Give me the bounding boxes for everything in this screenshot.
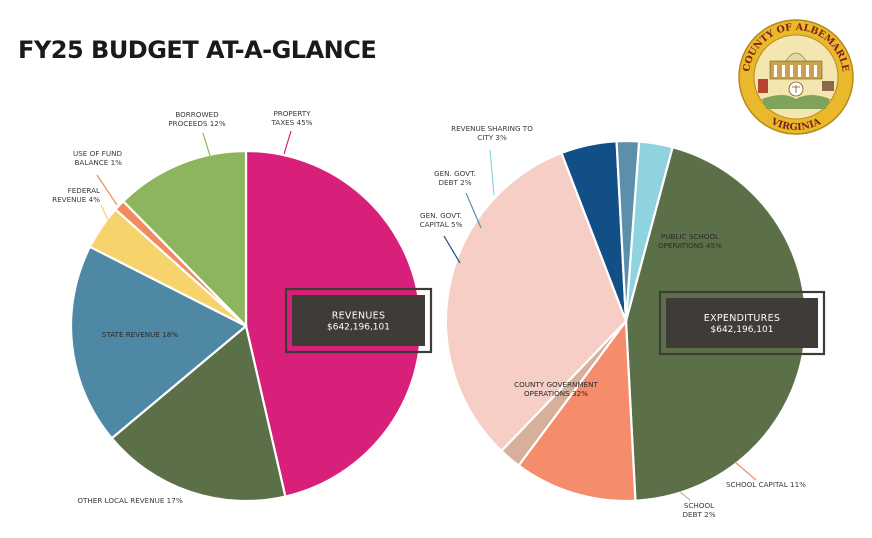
leader-line-federal-revenue-4 [100,204,110,223]
slice-label-federal-revenue-4: FEDERAL REVENUE 4% [52,186,100,204]
slice-label-revenue-sharing-to-city-3: REVENUE SHARING TO CITY 3% [451,124,533,142]
expenditures-pie-chart: PUBLIC SCHOOL OPERATIONS 45% SCHOOL CAPITA… [420,124,826,519]
slice-label-school-debt-2: SCHOOL DEBT 2% [682,501,715,519]
pie-slice-borrowed-proceeds-12 [121,149,248,329]
center-label-box [666,298,818,348]
center-label-frame [658,290,826,356]
center-label-frame [284,287,433,354]
pie-slice-revenue-sharing-to-city-3 [624,140,674,322]
leader-line-school-capital-11 [734,461,757,481]
slice-label-other-local-revenue-17: OTHER LOCAL REVENUE 17% [77,496,183,505]
slice-label-county-government-operations-32: COUNTY GOVERNMENT OPERATIONS 32% [514,380,598,398]
leader-line-property-taxes-45 [283,130,292,155]
center-label-value: $642,196,101 [711,325,774,335]
seal-building-icon [769,52,823,80]
seal-horse [822,81,834,91]
slice-label-borrowed-proceeds-12: BORROWED PROCEEDS 12% [168,110,226,128]
page-title: FY25 BUDGET AT-A-GLANCE [18,36,377,64]
leader-line-school-debt-2 [679,491,691,501]
seal-text-bottom: VIRGINIA [768,116,823,133]
center-label-value: $642,196,101 [327,323,390,333]
slice-label-gen-govt-capital-5: GEN. GOVT. CAPITAL 5% [420,211,463,229]
center-label-box [292,295,425,346]
pie-slice-state-revenue-18 [69,245,248,440]
leader-line-gen-govt-capital-5 [443,235,461,264]
leader-line-gen-govt-debt-2 [465,192,482,229]
pie-slice-county-government-operations-32 [444,151,628,453]
slice-label-public-school-operations-45: PUBLIC SCHOOL OPERATIONS 45% [658,232,722,250]
slice-label-state-revenue-18: STATE REVENUE 18% [102,330,179,339]
leader-line-revenue-sharing-to-city-3 [489,149,495,196]
slice-label-gen-govt-debt-2: GEN. GOVT. DEBT 2% [434,169,476,187]
pie-slice-other-local-revenue-17 [110,324,287,503]
revenues-pie-chart: PROPERTY TAXES 45% OTHER LOCAL REVENUE 17%… [52,109,433,505]
seal-landscape [762,95,830,109]
pie-slice-school-capital-11 [517,317,637,503]
leader-line-use-of-fund-balance-1 [96,174,118,206]
seal-figure-left [758,79,768,93]
center-label-title: REVENUES [332,311,386,322]
slice-label-use-of-fund-balance-1: USE OF FUND BALANCE 1% [73,149,122,167]
slice-label-property-taxes-45: PROPERTY TAXES 45% [270,109,312,127]
leader-line-borrowed-proceeds-12 [202,132,211,157]
slice-label-school-capital-11: SCHOOL CAPITAL 11% [726,480,806,489]
center-label-title: EXPENDITURES [704,313,780,324]
